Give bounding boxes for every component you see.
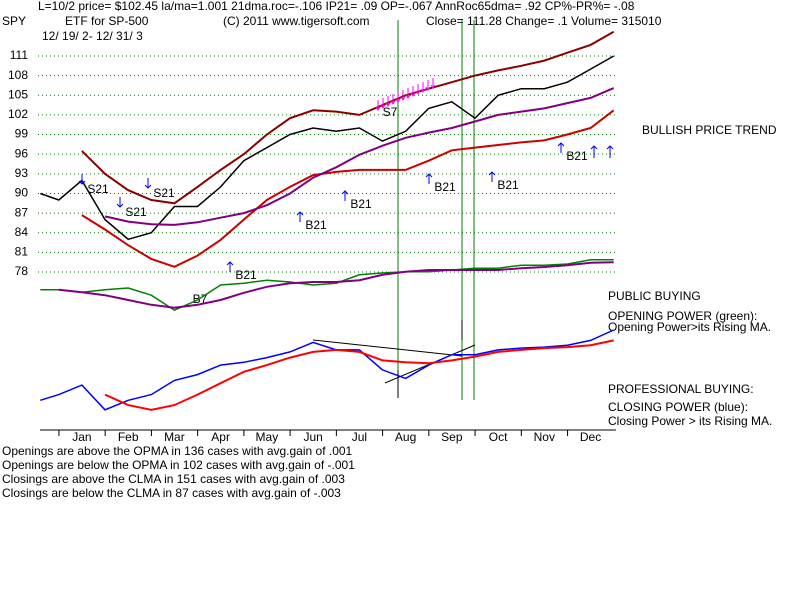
signal-arrow (410, 86, 416, 97)
signal-arrow (116, 197, 124, 208)
period: 12/ 19/ 2- 12/ 31/ 3 (42, 29, 143, 43)
x-tick-label: Oct (489, 430, 508, 444)
series-line (40, 329, 615, 411)
signal-arrow (590, 145, 598, 158)
side-note: Opening Power>its Rising MA. (608, 320, 771, 334)
series-line (81, 109, 615, 268)
signal-arrow (375, 100, 381, 111)
y-tick-label: 90 (15, 186, 29, 200)
signal-arrow (296, 211, 304, 222)
x-tick-label: Feb (118, 430, 139, 444)
y-tick-label: 87 (15, 205, 29, 219)
side-notes: BULLISH PRICE TREND PUBLIC BUYING OPENIN… (608, 123, 777, 428)
signal-arrow (400, 90, 406, 101)
x-tick-label: Jun (303, 430, 322, 444)
annotation: S21 (87, 182, 109, 196)
side-note: PUBLIC BUYING (608, 289, 701, 303)
trend-line (312, 339, 463, 357)
series-line (104, 87, 615, 226)
x-tick-label: Aug (395, 430, 416, 444)
series-line (104, 339, 614, 411)
stat-line: Openings are below the OPMA in 102 cases… (2, 458, 355, 472)
series-line (40, 55, 615, 241)
series-line (81, 30, 615, 205)
header-info: L=10/2 price= $102.45 la/ma=1.001 21dma.… (38, 0, 635, 13)
signal-arrow (385, 96, 391, 107)
annotation: B21 (235, 268, 257, 282)
y-tick-label: 108 (8, 68, 28, 82)
series-line (58, 261, 614, 309)
stat-line: Openings are above the OPMA in 136 cases… (2, 444, 353, 458)
signal-arrow (425, 173, 433, 184)
signal-arrow (430, 78, 436, 89)
annotation: B21 (350, 197, 372, 211)
annotation: B21 (305, 218, 327, 232)
description: ETF for SP-500 (65, 14, 149, 28)
y-tick-label: 84 (15, 225, 29, 239)
x-tick-label: Apr (211, 430, 230, 444)
signal-arrow (415, 84, 421, 95)
y-tick-label: 93 (15, 166, 29, 180)
side-note: Closing Power > its Rising MA. (608, 414, 772, 428)
side-note: BULLISH PRICE TREND (642, 123, 777, 137)
stat-line: Closings are above the CLMA in 151 cases… (2, 472, 345, 486)
y-tick-label: 111 (10, 48, 29, 62)
annotation: B21 (566, 149, 588, 163)
symbol: SPY (2, 14, 26, 28)
annotation: S7 (383, 105, 398, 119)
y-tick-label: 102 (8, 107, 28, 121)
signal-arrow (341, 190, 349, 201)
y-tick-label: 78 (15, 264, 29, 278)
signal-arrow (390, 94, 396, 105)
signal-arrow (226, 261, 234, 272)
y-tick-label: 96 (15, 146, 29, 160)
annotation: S21 (125, 205, 147, 219)
copyright: (C) 2011 www.tigersoft.com (223, 14, 370, 28)
signal-arrow (425, 80, 431, 91)
quote: Close= 111.28 Change= .1 Volume= 315010 (426, 14, 662, 28)
y-tick-label: 105 (8, 87, 28, 101)
signal-arrow (78, 174, 86, 185)
annotation: B21 (434, 180, 456, 194)
annotation: S21 (153, 186, 175, 200)
signal-arrow (606, 145, 614, 158)
signal-arrow (488, 171, 496, 182)
x-tick-label: Dec (580, 430, 601, 444)
x-tick-label: Jul (352, 430, 367, 444)
x-tick-label: Sep (441, 430, 463, 444)
side-note: PROFESSIONAL BUYING: (608, 382, 754, 396)
signal-arrow (557, 142, 565, 153)
x-tick-label: Mar (164, 430, 185, 444)
signal-arrow (405, 88, 411, 99)
x-tick-label: Nov (534, 430, 555, 444)
y-tick-label: 81 (15, 245, 29, 259)
y-tick-label: 99 (15, 127, 29, 141)
x-tick-label: Jan (72, 430, 91, 444)
signal-arrow (420, 82, 426, 93)
signal-arrow (395, 92, 401, 103)
annotation: B21 (497, 178, 519, 192)
series-line (40, 259, 614, 312)
stat-line: Closings are below the CLMA in 87 cases … (2, 486, 341, 500)
stats: Openings are above the OPMA in 136 cases… (2, 444, 355, 500)
x-tick-label: May (256, 430, 279, 444)
signal-arrow (380, 98, 386, 109)
side-note: OPENING POWER (green): (608, 309, 757, 323)
side-note: CLOSING POWER (blue): (608, 400, 748, 414)
signal-arrow (144, 178, 152, 189)
